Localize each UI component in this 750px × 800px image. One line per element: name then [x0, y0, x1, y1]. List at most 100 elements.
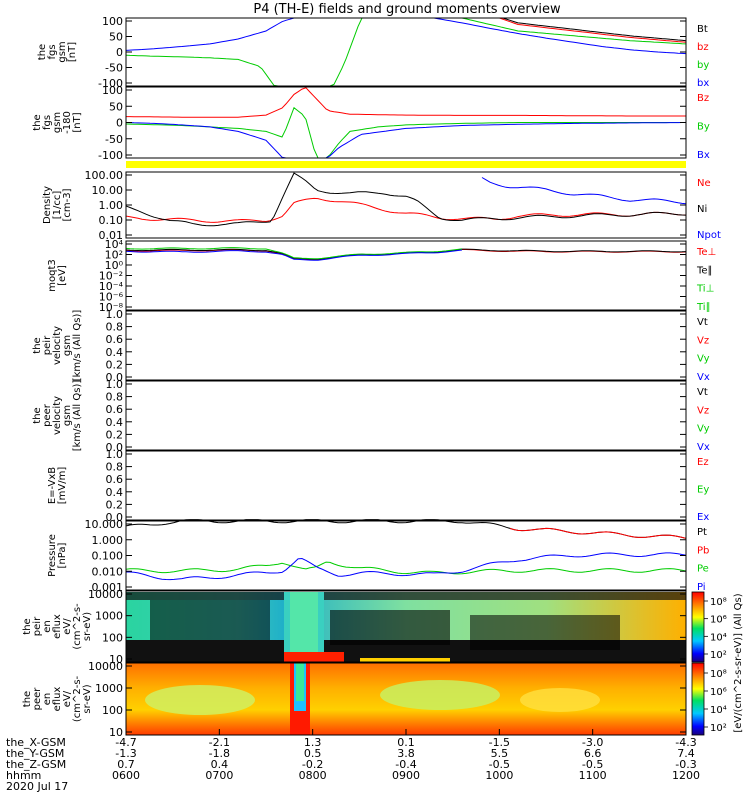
ytick-label-p6-4: 0.2 [106, 428, 124, 441]
ytick-label-p8-4: 0.001 [92, 581, 124, 594]
ylabel-p9-4: eV/ [62, 618, 73, 635]
ylabel-p10-0: the [22, 691, 33, 707]
ytick-label-p4-5: 10⁻⁶ [99, 291, 124, 304]
ylabel-p10-4: eV/ [62, 690, 73, 707]
xrow-label-3: hhmm [6, 769, 41, 782]
series-p1-bx [126, 18, 686, 55]
chart-title: P4 (TH-E) fields and ground moments over… [253, 2, 561, 17]
ytick-label-p5-4: 0.2 [106, 358, 124, 371]
cbtick-label-p9-2: 10⁴ [710, 632, 727, 643]
ytick-label-p7-1: 0.8 [106, 461, 124, 474]
legend-p6-Vz: Vz [697, 405, 709, 416]
legend-p3-Ne: Ne [697, 178, 711, 189]
ytick-label-p4-4: 10⁻⁴ [99, 280, 124, 293]
xrow-value-0-2: 1.3 [304, 736, 322, 749]
ytick-label-p3-0: 100.00 [85, 169, 124, 182]
panel-p3 [126, 172, 686, 227]
ylabel-p3-0: Density [42, 186, 53, 224]
xrow-value-0-5: -3.0 [582, 736, 603, 749]
legend-p5-Vt: Vt [697, 317, 708, 328]
ytick-label-p3-2: 1.00 [99, 199, 124, 212]
panel-frame-p9 [125, 590, 687, 663]
xrow-value-3-2: 0800 [299, 769, 327, 782]
xrow-value-1-2: 0.5 [304, 747, 322, 760]
ylabel-p4-1: [eV] [57, 265, 68, 286]
ylabel-p10-1: peer [32, 687, 43, 711]
status-bar [126, 161, 686, 168]
ylabel-p10-3: eflux [52, 687, 63, 712]
xrow-value-3-3: 0900 [392, 769, 420, 782]
series-p8-Pe [126, 561, 686, 575]
ylabel-p1-0: the [37, 44, 48, 60]
ytick-label-p2-1: 50 [109, 100, 123, 113]
xrow-value-2-3: -0.4 [395, 758, 416, 771]
series-p2-By [126, 106, 686, 159]
xrow-value-2-0: 0.7 [117, 758, 135, 771]
legend-p4-Ti⊥: Ti⊥ [696, 284, 714, 295]
cbtick-label-p10-2: 10⁴ [710, 705, 727, 716]
ytick-label-p4-6: 10⁻⁸ [99, 301, 124, 314]
panel-p1 [126, 18, 686, 87]
ytick-label-p1-2: 0 [116, 46, 123, 59]
ylabel-p9-6: sr-eV) [82, 612, 93, 641]
ylabel-p9-2: en [42, 620, 53, 633]
legend-p3-Ni: Ni [697, 204, 707, 215]
ylabel-p1-2: gsm [57, 41, 68, 62]
panel-p2 [126, 87, 686, 159]
xrow-value-0-4: -1.5 [489, 736, 510, 749]
ytick-label-p5-1: 0.8 [106, 321, 124, 334]
ytick-label-p1-3: -50 [105, 62, 123, 75]
series-p1-by [126, 18, 686, 87]
ylabel-p5-1: peir [42, 335, 53, 355]
ylabel-p10-6: sr-eV) [82, 684, 93, 713]
series-p8-Pb [509, 527, 686, 539]
xrow-value-1-1: -1.8 [209, 747, 230, 760]
ytick-label-p6-3: 0.4 [106, 416, 124, 429]
ylabel-p9-1: peir [32, 616, 43, 636]
ylabel-p2-4: [nT] [72, 112, 83, 132]
ylabel-p10-2: en [42, 693, 53, 706]
ytick-label-p10-2: 100 [102, 704, 123, 717]
ytick-label-p4-0: 10⁴ [105, 238, 124, 251]
ytick-label-p10-3: 10 [109, 726, 123, 739]
colorbar-electron [691, 662, 705, 736]
ytick-label-p8-3: 0.010 [92, 565, 124, 578]
series-p3-Ni [126, 172, 686, 227]
ylabel-p8-1: [nPa] [57, 542, 68, 568]
panel-frame-p6 [125, 380, 687, 451]
cbtick-label-p9-3: 10² [710, 650, 727, 661]
legend-p4-Te∥: Te∥ [696, 265, 713, 276]
ylabel-p6-4: [km/s (All Qs)] [72, 380, 83, 452]
ylabel-p7-1: [mV/m] [57, 467, 68, 505]
legend-p8-Pt: Pt [697, 527, 707, 538]
legend-p7-Ex: Ex [697, 512, 709, 523]
ytick-label-p5-5: 0.0 [106, 371, 124, 384]
ytick-label-p5-2: 0.6 [106, 333, 124, 346]
xrow-label-2: the_Z-GSM [6, 758, 66, 771]
legend-p7-Ez: Ez [697, 457, 709, 468]
ytick-label-p10-0: 10000 [88, 660, 123, 673]
cbtick-label-p9-1: 10⁶ [710, 615, 727, 626]
legend-p1-bz: bz [697, 42, 709, 53]
legend-p5-Vx: Vx [697, 372, 710, 383]
panel-frame-p3 [125, 171, 687, 239]
ytick-label-p3-1: 10.00 [92, 184, 124, 197]
xrow-value-2-1: 0.4 [211, 758, 229, 771]
ylabel-p5-0: the [32, 337, 43, 353]
ytick-label-p8-1: 1.000 [92, 534, 124, 547]
legend-p2-By: By [697, 122, 710, 133]
ylabel-p9-0: the [22, 618, 33, 634]
ytick-label-p2-4: -100 [98, 149, 123, 162]
xrow-value-2-6: -0.3 [675, 758, 696, 771]
colorbar-label: [eV/(cm^2-s-sr-eV)] (All Qs) [733, 593, 744, 732]
cbtick-label-p9-0: 10⁸ [710, 597, 727, 608]
ytick-label-p2-3: -50 [105, 133, 123, 146]
xrow-value-3-4: 1000 [485, 769, 513, 782]
xrow-label-0: the_X-GSM [6, 736, 66, 749]
legend-p8-Pb: Pb [697, 545, 709, 556]
ytick-label-p6-5: 0.0 [106, 441, 124, 454]
ylabel-p2-2: gsm [52, 112, 63, 133]
xrow-value-0-0: -4.7 [115, 736, 136, 749]
ytick-label-p5-3: 0.4 [106, 346, 124, 359]
legend-p1-Bt: Bt [697, 24, 708, 35]
